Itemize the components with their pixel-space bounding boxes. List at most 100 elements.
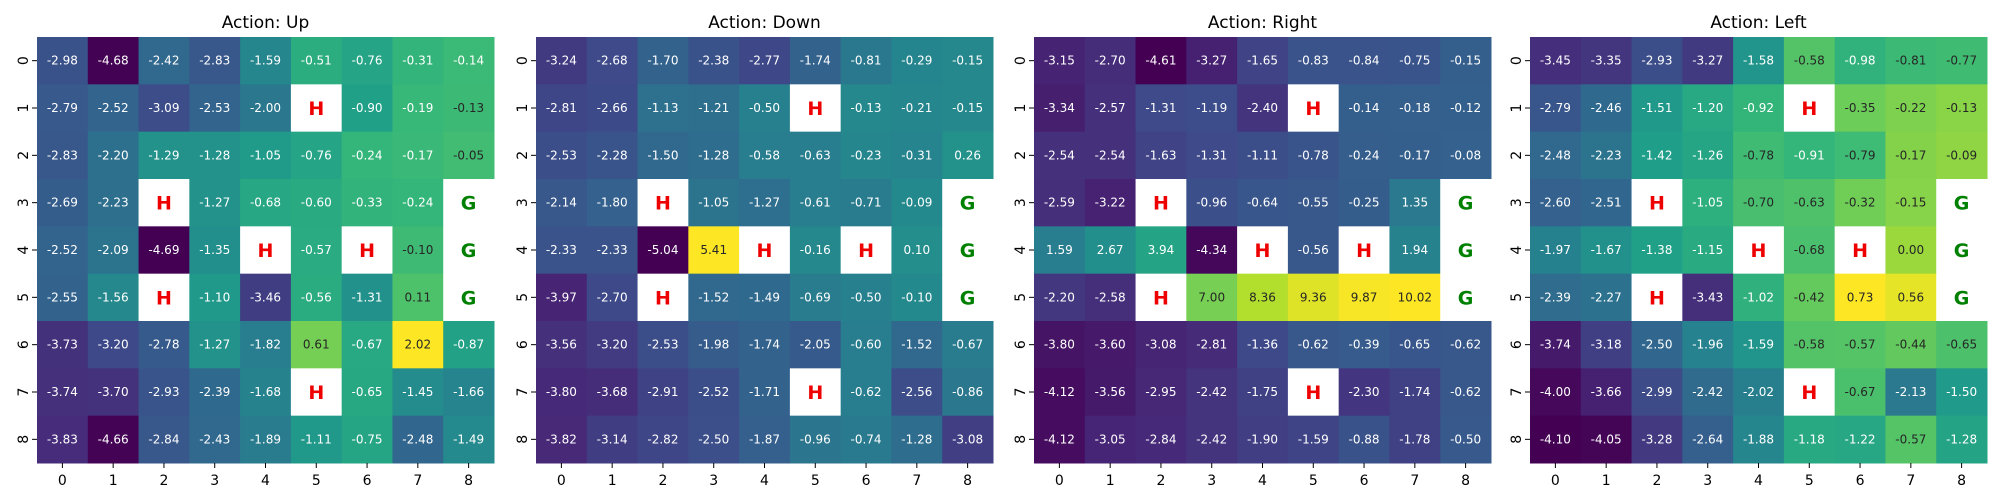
cell-value-label: -2.00	[250, 101, 281, 115]
heatmap-cell	[586, 226, 639, 275]
cell-value-label: -2.27	[1591, 290, 1622, 304]
y-tick-label: 1	[1509, 104, 1525, 113]
heatmap-cell	[688, 321, 740, 369]
goal-marker: G	[1458, 287, 1474, 309]
heatmap-cell	[87, 273, 140, 322]
heatmap-cell	[189, 415, 241, 464]
cell-value-label: -3.35	[1591, 54, 1622, 68]
cell-value-label: -2.48	[402, 432, 433, 446]
y-tick-label: 6	[1013, 340, 1029, 349]
cell-value-label: 0.26	[954, 148, 981, 162]
cell-value-label: -0.67	[952, 338, 983, 352]
cell-value-label: -0.15	[952, 101, 983, 115]
y-tick-label: 5	[515, 293, 531, 302]
cell-value-label: -0.62	[851, 385, 882, 399]
cell-value-label: -0.68	[1794, 243, 1825, 257]
panel-title: Action: Up	[222, 13, 310, 33]
special-cell	[1631, 273, 1683, 322]
cell-value-label: -0.71	[851, 196, 882, 210]
heatmap-cell	[1530, 84, 1582, 133]
hole-marker: H	[308, 98, 324, 120]
heatmap-cell	[1834, 179, 1886, 227]
heatmap-cell	[1682, 37, 1734, 85]
cell-value-label: -0.76	[352, 54, 383, 68]
special-cell	[240, 226, 292, 275]
heatmap-cell	[688, 84, 740, 133]
cell-value-label: -3.05	[1095, 432, 1126, 446]
heatmap-cell	[1530, 273, 1582, 322]
cell-value-label: -0.15	[1450, 54, 1481, 68]
heatmap-cell	[1034, 84, 1086, 133]
x-tick-label: 3	[1703, 473, 1712, 489]
cell-value-label: -1.89	[250, 432, 281, 446]
cell-value-label: -2.99	[1641, 385, 1672, 399]
cell-value-label: -3.74	[1540, 338, 1571, 352]
heatmap-cell	[189, 226, 241, 275]
heatmap-cell	[1631, 226, 1683, 275]
hole-marker: H	[1255, 240, 1271, 262]
x-tick-label: 0	[1551, 473, 1560, 489]
cell-value-label: -1.38	[1641, 243, 1672, 257]
heatmap-cell	[189, 84, 241, 133]
goal-marker: G	[960, 287, 976, 309]
special-cell	[840, 226, 892, 275]
cell-value-label: -4.61	[1145, 54, 1176, 68]
special-cell	[1440, 179, 1492, 227]
heatmap-cell	[891, 84, 943, 133]
cell-value-label: -2.53	[199, 101, 230, 115]
heatmap-cell	[1530, 321, 1582, 369]
heatmap-cell	[1135, 415, 1187, 464]
cell-value-label: -0.62	[1450, 338, 1481, 352]
special-cell	[1783, 368, 1836, 417]
heatmap-cell	[1682, 321, 1734, 369]
heatmap-cell	[1287, 321, 1340, 369]
cell-value-label: -2.23	[98, 196, 129, 210]
cell-value-label: -1.75	[1247, 385, 1278, 399]
cell-value-label: -0.65	[1399, 338, 1430, 352]
heatmap-cell	[891, 415, 943, 464]
x-tick-label: 7	[912, 473, 921, 489]
cell-value-label: -3.15	[1044, 54, 1075, 68]
y-tick-label: 1	[1013, 104, 1029, 113]
heatmap-cell	[1733, 131, 1785, 180]
y-tick-label: 8	[1013, 435, 1029, 444]
cell-value-label: -4.12	[1044, 385, 1075, 399]
heatmap-cell	[1834, 84, 1886, 133]
heatmap-cell	[1783, 415, 1836, 464]
cell-value-label: -1.50	[647, 148, 678, 162]
hole-marker: H	[258, 240, 274, 262]
cell-value-label: -0.29	[901, 54, 932, 68]
special-cell	[637, 179, 689, 227]
heatmap-cell	[536, 84, 588, 133]
heatmap-cell	[1834, 415, 1886, 464]
cell-value-label: -2.33	[597, 243, 628, 257]
cell-value-label: -2.52	[698, 385, 729, 399]
heatmap-cell	[138, 84, 190, 133]
heatmap-cell	[1580, 368, 1633, 417]
heatmap-cell	[586, 368, 639, 417]
cell-value-label: -1.78	[1399, 432, 1430, 446]
cell-value-label: -0.14	[453, 54, 484, 68]
cell-value-label: 8.36	[1249, 290, 1276, 304]
heatmap-cell	[1440, 321, 1492, 369]
heatmap-cell	[1834, 321, 1886, 369]
heatmap-cell	[341, 84, 393, 133]
x-tick-label: 2	[658, 473, 667, 489]
cell-value-label: 10.02	[1398, 290, 1432, 304]
cell-value-label: -4.34	[1196, 243, 1227, 257]
y-tick-label: 0	[515, 56, 531, 65]
special-cell	[739, 226, 791, 275]
heatmap-cell	[1580, 84, 1633, 133]
heatmap-cell	[637, 131, 689, 180]
x-tick-label: 4	[760, 473, 769, 489]
cell-value-label: -4.00	[1540, 385, 1571, 399]
cell-value-label: -0.87	[453, 338, 484, 352]
cell-value-label: -0.15	[952, 54, 983, 68]
heatmap-cell	[1631, 368, 1683, 417]
cell-value-label: -2.70	[1095, 54, 1126, 68]
y-tick-label: 4	[16, 245, 32, 254]
cell-value-label: -1.35	[199, 243, 230, 257]
cell-value-label: -1.36	[1247, 338, 1278, 352]
cell-value-label: -1.11	[301, 432, 332, 446]
heatmap-cell	[37, 84, 89, 133]
